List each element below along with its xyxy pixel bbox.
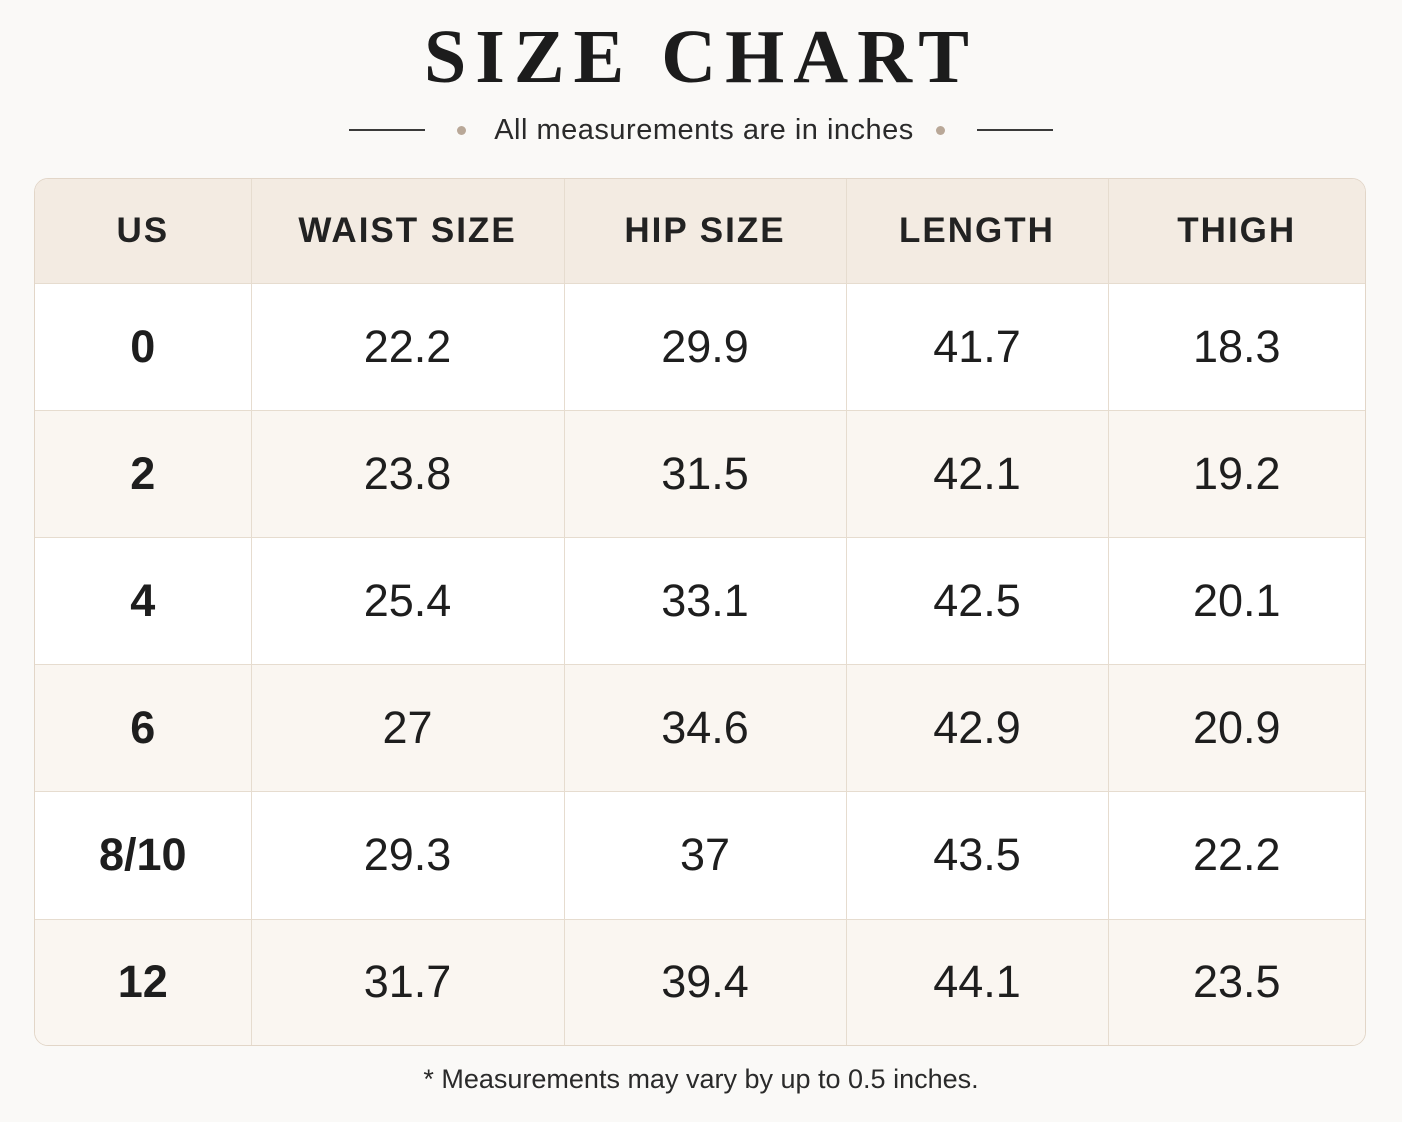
measurement-cell: 29.3	[250, 791, 565, 920]
dot	[457, 125, 467, 135]
measurement-cell: 22.2	[250, 282, 565, 412]
measurement-cell: 23.8	[250, 410, 565, 539]
column-header: THIGH	[1107, 179, 1365, 284]
size-cell: 8/10	[35, 791, 252, 920]
column-header: US	[35, 179, 252, 284]
column-header: WAIST SIZE	[250, 179, 565, 284]
title: SIZE CHART	[423, 15, 978, 99]
size-cell: 4	[35, 537, 252, 666]
size-cell: 2	[35, 410, 252, 539]
footnote: * Measurements may vary by up to 0.5 inc…	[423, 1064, 979, 1094]
measurement-cell: 23.5	[1107, 918, 1365, 1045]
divider	[976, 129, 1053, 131]
measurement-cell: 20.1	[1107, 537, 1365, 666]
measurement-cell: 42.9	[845, 664, 1109, 793]
table-head: US WAIST SIZE HIP SIZE LENGTH THIGH	[35, 179, 1365, 284]
table-row: 6 27 34.6 42.9 20.9	[35, 664, 1365, 793]
size-cell: 12	[35, 918, 252, 1045]
table-row: 2 23.8 31.5 42.1 19.2	[35, 410, 1365, 539]
size-table: US WAIST SIZE HIP SIZE LENGTH THIGH 0 22.2 29.…	[35, 179, 1365, 1045]
measurement-cell: 42.1	[845, 410, 1109, 539]
column-header: LENGTH	[845, 179, 1109, 284]
measurement-cell: 33.1	[563, 537, 847, 666]
subtitle-row: All measurements are in inches	[0, 110, 1402, 150]
table-row: 4 25.4 33.1 42.5 20.1	[35, 537, 1365, 666]
measurement-cell: 29.9	[563, 282, 847, 412]
table-row: 12 31.7 39.4 44.1 23.5	[35, 918, 1365, 1045]
measurement-cell: 27	[250, 664, 565, 793]
measurement-cell: 18.3	[1107, 282, 1365, 412]
table-card: US WAIST SIZE HIP SIZE LENGTH THIGH 0 22.2 29.…	[34, 178, 1366, 1046]
measurement-cell: 31.7	[250, 918, 565, 1045]
measurement-cell: 37	[563, 791, 847, 920]
dot	[935, 125, 945, 135]
measurement-cell: 20.9	[1107, 664, 1365, 793]
table-row: 0 22.2 29.9 41.7 18.3	[35, 282, 1365, 412]
measurement-cell: 19.2	[1107, 410, 1365, 539]
measurement-cell: 31.5	[563, 410, 847, 539]
measurement-cell: 39.4	[563, 918, 847, 1045]
measurement-cell: 25.4	[250, 537, 565, 666]
size-cell: 6	[35, 664, 252, 793]
column-header: HIP SIZE	[563, 179, 847, 284]
table-body: 0 22.2 29.9 41.7 18.3 2 23.8 31.5 42.1 19.2 4 25.4 3…	[35, 282, 1365, 1045]
measurement-cell: 44.1	[845, 918, 1109, 1045]
table-row: 8/10 29.3 37 43.5 22.2	[35, 791, 1365, 920]
subtitle: All measurements are in inches	[494, 113, 914, 146]
header-row: US WAIST SIZE HIP SIZE LENGTH THIGH	[35, 179, 1365, 284]
measurement-cell: 41.7	[845, 282, 1109, 412]
measurement-cell: 34.6	[563, 664, 847, 793]
measurement-cell: 42.5	[845, 537, 1109, 666]
measurement-cell: 22.2	[1107, 791, 1365, 920]
measurement-cell: 43.5	[845, 791, 1109, 920]
size-cell: 0	[35, 282, 252, 412]
divider	[349, 129, 426, 131]
